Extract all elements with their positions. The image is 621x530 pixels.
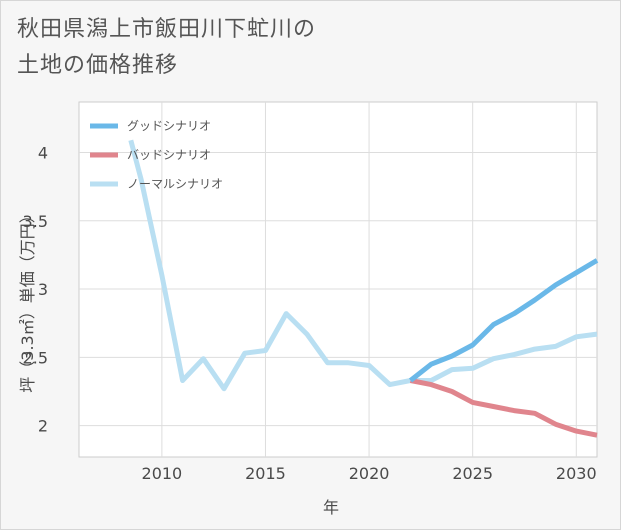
x-axis-title: 年 bbox=[323, 498, 339, 517]
x-tick-label: 2025 bbox=[452, 464, 493, 483]
chart-title-line-1: 秋田県潟上市飯田川下虻川の bbox=[17, 17, 317, 42]
plot-area bbox=[78, 101, 598, 458]
series-lines bbox=[128, 139, 599, 438]
y-tick-label: 2 bbox=[38, 417, 48, 436]
series-line-0 bbox=[408, 258, 599, 383]
x-tick-label: 2030 bbox=[556, 464, 597, 483]
series-line-2 bbox=[128, 139, 598, 392]
y-tick-label: 3 bbox=[38, 280, 48, 299]
tick-labels: 2010 2015 2020 2025 2030 2 2.5 3 3.5 4 bbox=[23, 144, 597, 483]
y-tick-label: 2.5 bbox=[23, 348, 48, 367]
legend-label-2: ノーマルシナリオ bbox=[127, 177, 223, 191]
x-tick-label: 2020 bbox=[349, 464, 390, 483]
legend-label-0: グッドシナリオ bbox=[127, 119, 211, 133]
y-tick-label: 3.5 bbox=[23, 212, 48, 231]
legend-label-1: バッドシナリオ bbox=[127, 148, 211, 162]
series-line-1 bbox=[410, 378, 598, 438]
chart-title: 秋田県潟上市飯田川下虻川の 土地の価格推移 bbox=[17, 12, 316, 84]
x-tick-label: 2010 bbox=[142, 464, 183, 483]
chart-title-line-2: 土地の価格推移 bbox=[17, 53, 179, 78]
y-axis-title: 坪（3.3㎡）単価（万円） bbox=[18, 207, 37, 392]
y-tick-label: 4 bbox=[38, 144, 48, 163]
x-tick-label: 2015 bbox=[245, 464, 286, 483]
